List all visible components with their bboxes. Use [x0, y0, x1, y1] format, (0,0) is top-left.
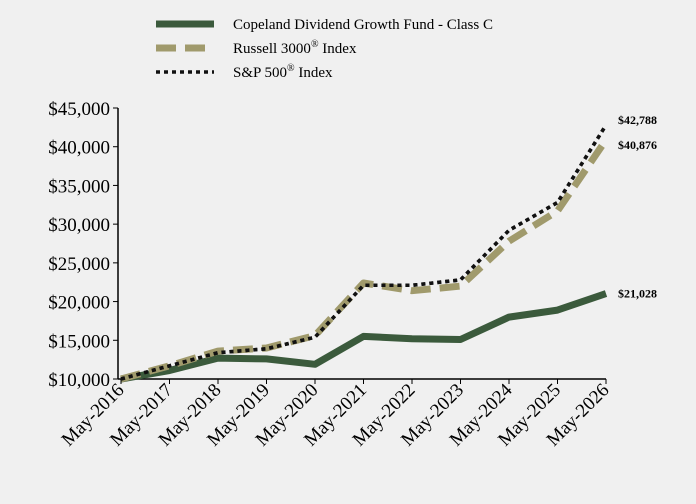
- legend-label-russell-name: Russell 3000: [233, 41, 311, 57]
- series-line-russell: [120, 137, 609, 383]
- y-tick-label: $35,000: [48, 176, 110, 197]
- y-tick-label: $20,000: [48, 293, 110, 314]
- legend: Copeland Dividend Growth Fund - Class C …: [156, 17, 493, 81]
- y-tick-label: $45,000: [48, 99, 110, 120]
- series-line-sp500-overlay: [120, 124, 608, 381]
- y-tick-label: $10,000: [48, 370, 110, 391]
- end-value-label-fund: $21,028: [618, 287, 657, 301]
- series-line-fund: [120, 290, 608, 383]
- legend-label-fund: Copeland Dividend Growth Fund - Class C: [233, 17, 493, 33]
- legend-registered-mark-sp500: ®: [287, 63, 295, 74]
- legend-item-russell: Russell 3000® Index: [156, 39, 357, 57]
- y-tick-label: $15,000: [48, 331, 110, 352]
- legend-label-sp500-suffix: Index: [295, 65, 333, 81]
- legend-label-sp500: S&P 500® Index: [233, 63, 333, 81]
- y-tick-label: $40,000: [48, 138, 110, 159]
- legend-item-sp500: S&P 500® Index: [156, 63, 333, 81]
- legend-item-fund: Copeland Dividend Growth Fund - Class C: [156, 17, 493, 33]
- legend-label-russell: Russell 3000® Index: [233, 39, 357, 57]
- end-labels: $21,028 $40,876 $42,788: [618, 113, 657, 300]
- legend-registered-mark-russell: ®: [311, 39, 319, 50]
- end-value-label-sp500: $42,788: [618, 113, 657, 127]
- x-axis: May-2016May-2017May-2018May-2019May-2020…: [58, 378, 614, 451]
- end-value-label-russell: $40,876: [618, 138, 657, 152]
- series-line-sp500: [120, 124, 608, 381]
- legend-label-fund-name: Copeland Dividend Growth Fund - Class C: [233, 17, 493, 33]
- y-tick-label: $25,000: [48, 254, 110, 275]
- legend-label-russell-suffix: Index: [319, 41, 357, 57]
- y-axis: $10,000 $15,000 $20,000 $25,000 $30,000 $35,0…: [48, 99, 119, 391]
- y-tick-label: $30,000: [48, 215, 110, 236]
- legend-label-sp500-name: S&P 500: [233, 65, 287, 81]
- series-lines: [120, 124, 609, 383]
